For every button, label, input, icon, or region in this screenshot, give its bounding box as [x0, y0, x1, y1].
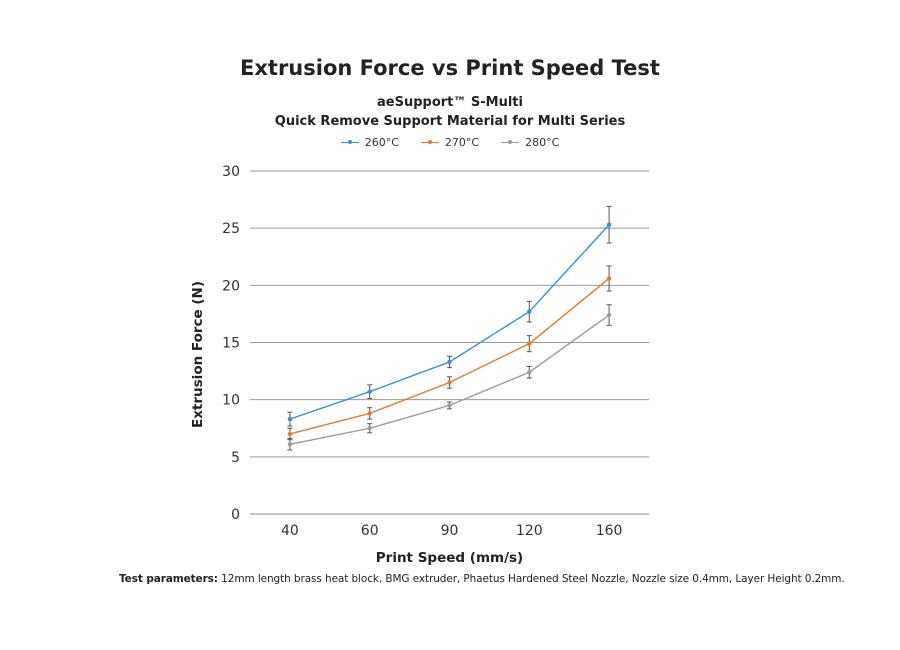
data-point-270C-120	[527, 341, 532, 346]
y-tick-label-5: 5	[231, 450, 240, 466]
footnote: Test parameters: 12mm length brass heat …	[119, 573, 845, 585]
data-point-260C-40	[287, 416, 293, 422]
legend-swatch-270	[420, 138, 439, 148]
data-point-270C-160	[606, 276, 612, 281]
x-tick-label-90: 90	[441, 523, 459, 539]
legend-swatch-280	[501, 138, 520, 148]
data-point-260C-120	[527, 309, 532, 314]
data-point-270C-40	[287, 431, 293, 437]
data-point-260C-160	[606, 222, 612, 227]
legend-label-280: 280°C	[525, 136, 560, 149]
legend-item-260: 260°C	[340, 136, 399, 149]
series-line-260C	[289, 224, 610, 420]
chart-title: Extrusion Force vs Print Speed Test	[240, 56, 660, 80]
x-tick-label-160: 160	[596, 523, 623, 539]
chart-subtitle-product: aeSupport™ S-Multi	[377, 95, 523, 110]
legend-label-260: 260°C	[364, 136, 399, 149]
x-axis-title: Print Speed (mm/s)	[376, 550, 523, 566]
footnote-label: Test parameters:	[119, 573, 218, 585]
legend-item-280: 280°C	[501, 136, 559, 149]
data-point-280C-160	[606, 312, 612, 318]
y-tick-label-30: 30	[222, 164, 240, 180]
legend-swatch-260	[340, 138, 359, 148]
y-axis-title: Extrusion Force (N)	[190, 281, 206, 428]
data-point-270C-90	[447, 380, 452, 385]
y-tick-label-20: 20	[222, 278, 240, 294]
data-point-280C-90	[447, 403, 452, 408]
footnote-text: 12mm length brass heat block, BMG extrud…	[217, 573, 845, 585]
y-tick-label-25: 25	[222, 221, 240, 237]
chart-legend: 260°C 270°C 280°C	[0, 136, 900, 149]
data-point-260C-90	[447, 359, 452, 365]
x-tick-label-40: 40	[281, 523, 299, 539]
y-tick-label-10: 10	[222, 393, 240, 409]
y-tick-label-0: 0	[231, 507, 240, 523]
data-point-280C-40	[287, 442, 293, 447]
data-point-270C-60	[367, 411, 372, 416]
data-point-280C-60	[367, 426, 372, 431]
chart-subtitle-description: Quick Remove Support Material for Multi …	[274, 114, 626, 129]
x-tick-label-120: 120	[516, 523, 543, 539]
data-point-280C-120	[527, 370, 532, 375]
legend-label-270: 270°C	[444, 136, 480, 149]
legend-item-270: 270°C	[420, 136, 480, 149]
y-tick-label-15: 15	[222, 336, 240, 352]
data-point-260C-60	[367, 389, 372, 394]
x-tick-label-60: 60	[361, 523, 379, 539]
